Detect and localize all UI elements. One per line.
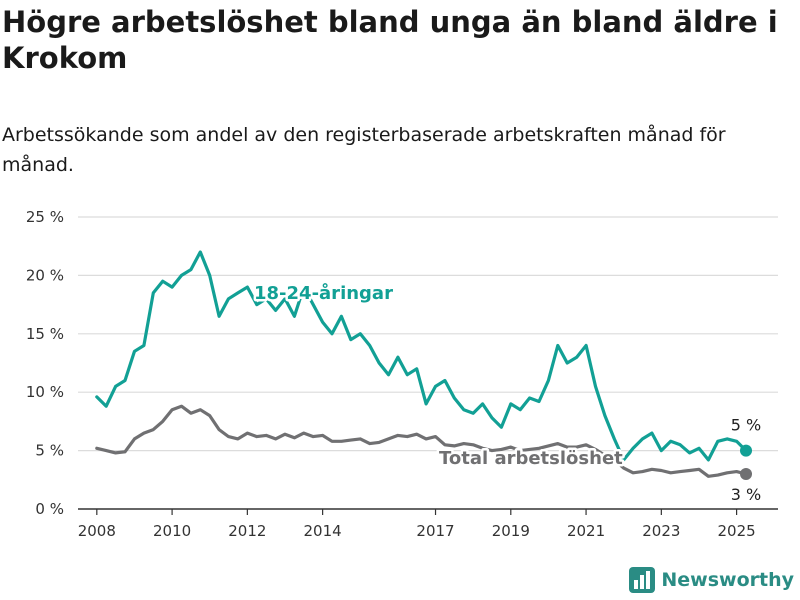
x-tick-label: 2008 <box>78 522 116 540</box>
series-end-point <box>740 467 753 480</box>
x-tick-label: 2025 <box>718 522 756 540</box>
chart-title: Högre arbetslöshet bland unga än bland ä… <box>2 5 778 75</box>
series-labels: 5 % 3 % 18-24-åringar Total arbetslöshet <box>252 280 762 504</box>
x-tick-label: 2012 <box>228 522 266 540</box>
series-end-point <box>740 444 753 457</box>
series-label-total: Total arbetslöshet <box>439 448 623 469</box>
series-line-total <box>95 404 748 478</box>
x-tick-label: 2023 <box>642 522 680 540</box>
x-tick-label: 2021 <box>567 522 605 540</box>
grid-lines <box>78 216 778 452</box>
x-tick-label: 2017 <box>416 522 454 540</box>
series-label-18-24: 18-24-åringar <box>254 282 393 304</box>
series-lines <box>95 250 753 480</box>
x-tick-label: 2010 <box>153 522 191 540</box>
y-tick-label: 0 % <box>35 500 64 518</box>
brand-name: Newsworthy <box>661 569 794 591</box>
y-tick-label: 10 % <box>26 383 64 401</box>
brand-logo[interactable]: Newsworthy <box>629 566 794 594</box>
y-tick-label: 15 % <box>26 325 64 343</box>
series-end-label: 3 % <box>731 485 761 504</box>
chart-subtitle: Arbetssökande som andel av den registerb… <box>2 124 726 176</box>
newsworthy-chart-icon <box>629 567 656 593</box>
y-tick-label: 25 % <box>26 208 64 226</box>
y-tick-label: 20 % <box>26 266 64 284</box>
x-tick-label: 2019 <box>492 522 530 540</box>
y-tick-label: 5 % <box>35 442 64 460</box>
series-line-18-24 <box>95 250 748 462</box>
axes: 0 % 5 % 10 % 15 % 20 % 25 % 2008 2010 2012 2014 20… <box>26 208 778 540</box>
x-tick-label: 2014 <box>304 522 342 540</box>
series-end-label: 5 % <box>731 416 761 435</box>
